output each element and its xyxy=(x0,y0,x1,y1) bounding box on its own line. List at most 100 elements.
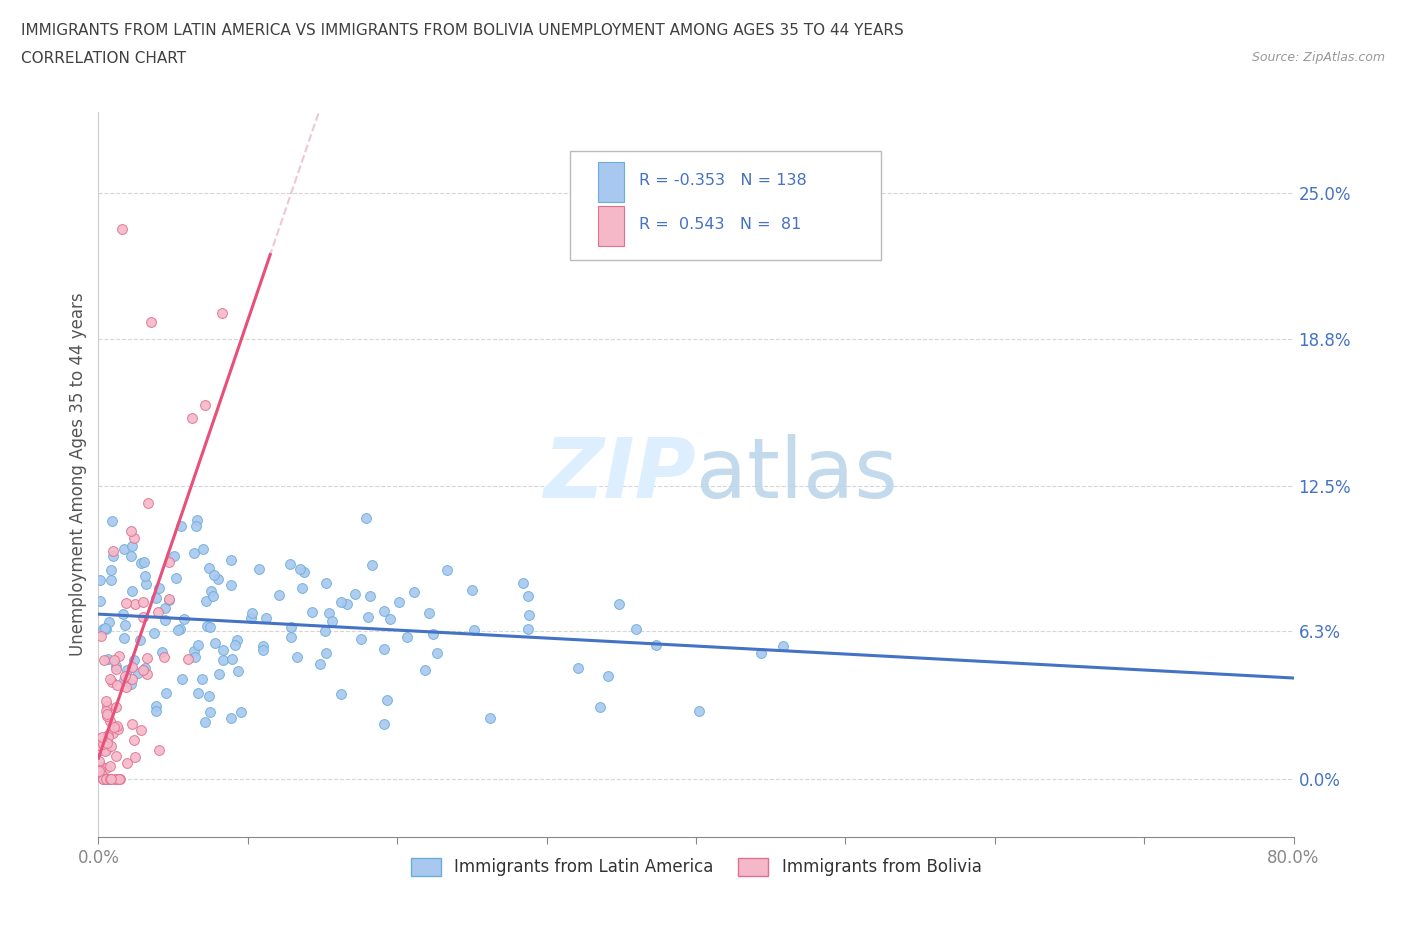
Point xyxy=(330,686,353,701)
Point xyxy=(96,694,118,709)
Point xyxy=(91,737,114,751)
Point xyxy=(132,609,155,624)
Point xyxy=(90,629,112,644)
Point xyxy=(115,755,138,770)
Point xyxy=(89,737,111,752)
Point xyxy=(114,596,136,611)
Point xyxy=(517,621,540,636)
Point xyxy=(280,630,302,644)
Point xyxy=(169,621,191,636)
Point xyxy=(101,513,124,528)
Legend: Immigrants from Latin America, Immigrants from Bolivia: Immigrants from Latin America, Immigrant… xyxy=(404,851,988,884)
Point xyxy=(90,760,112,775)
Point xyxy=(187,638,209,653)
Point xyxy=(122,652,145,667)
Point xyxy=(127,665,149,680)
Point xyxy=(219,552,242,567)
Point xyxy=(91,621,114,636)
Point xyxy=(240,606,263,621)
Point xyxy=(114,618,136,632)
Point xyxy=(288,562,311,577)
Point xyxy=(315,645,337,660)
Point xyxy=(122,733,145,748)
Point xyxy=(567,660,589,675)
Point xyxy=(512,576,534,591)
Point xyxy=(145,698,167,713)
Point xyxy=(373,717,395,732)
Point xyxy=(219,578,242,592)
Point xyxy=(131,663,153,678)
Point xyxy=(589,699,612,714)
Point xyxy=(157,555,180,570)
Point xyxy=(94,703,117,718)
Point xyxy=(291,581,314,596)
Point xyxy=(388,594,411,609)
Point xyxy=(115,663,138,678)
Point xyxy=(198,704,221,719)
Point xyxy=(280,557,302,572)
Point xyxy=(461,582,484,597)
Point xyxy=(360,557,382,572)
Point xyxy=(111,606,134,621)
Point xyxy=(131,555,153,570)
Point xyxy=(186,512,208,527)
Point xyxy=(93,653,115,668)
Text: CORRELATION CHART: CORRELATION CHART xyxy=(21,51,186,66)
Point xyxy=(343,586,366,601)
Y-axis label: Unemployment Among Ages 35 to 44 years: Unemployment Among Ages 35 to 44 years xyxy=(69,293,87,656)
Point xyxy=(173,611,195,626)
Point xyxy=(101,549,124,564)
Point xyxy=(121,538,143,553)
Point xyxy=(186,518,208,533)
Point xyxy=(301,604,323,619)
Point xyxy=(155,685,177,700)
Point xyxy=(191,542,214,557)
Point xyxy=(100,672,122,687)
Point xyxy=(96,709,118,724)
Point xyxy=(104,658,127,673)
Point xyxy=(145,703,167,718)
Point xyxy=(329,594,352,609)
Point xyxy=(208,667,231,682)
Bar xyxy=(598,163,624,203)
Point xyxy=(105,719,128,734)
Point xyxy=(87,754,110,769)
Point xyxy=(97,729,120,744)
Point xyxy=(314,624,336,639)
Point xyxy=(104,771,127,786)
Point xyxy=(202,589,225,604)
Point xyxy=(91,771,114,786)
Point xyxy=(97,727,120,742)
Point xyxy=(98,713,121,728)
Point xyxy=(157,592,180,607)
Point xyxy=(373,604,395,618)
Point xyxy=(377,693,399,708)
Point xyxy=(163,548,186,563)
Point xyxy=(96,742,118,757)
Point xyxy=(207,571,229,586)
Point xyxy=(200,583,222,598)
Point xyxy=(212,643,235,658)
Point xyxy=(166,622,188,637)
Point xyxy=(252,642,274,657)
Point xyxy=(90,767,112,782)
Point xyxy=(105,661,128,676)
Point xyxy=(198,620,221,635)
Point xyxy=(517,589,540,604)
Point xyxy=(198,560,221,575)
Point xyxy=(280,619,302,634)
Point xyxy=(413,663,436,678)
Point xyxy=(128,632,150,647)
Point xyxy=(219,711,242,725)
Point xyxy=(135,577,157,591)
Text: Source: ZipAtlas.com: Source: ZipAtlas.com xyxy=(1251,51,1385,64)
Point xyxy=(105,699,128,714)
Point xyxy=(148,743,170,758)
Point xyxy=(418,605,440,620)
Point xyxy=(94,744,117,759)
Point xyxy=(436,563,458,578)
Point xyxy=(170,671,193,686)
Point xyxy=(112,541,135,556)
Point xyxy=(221,652,243,667)
Point xyxy=(112,672,135,687)
